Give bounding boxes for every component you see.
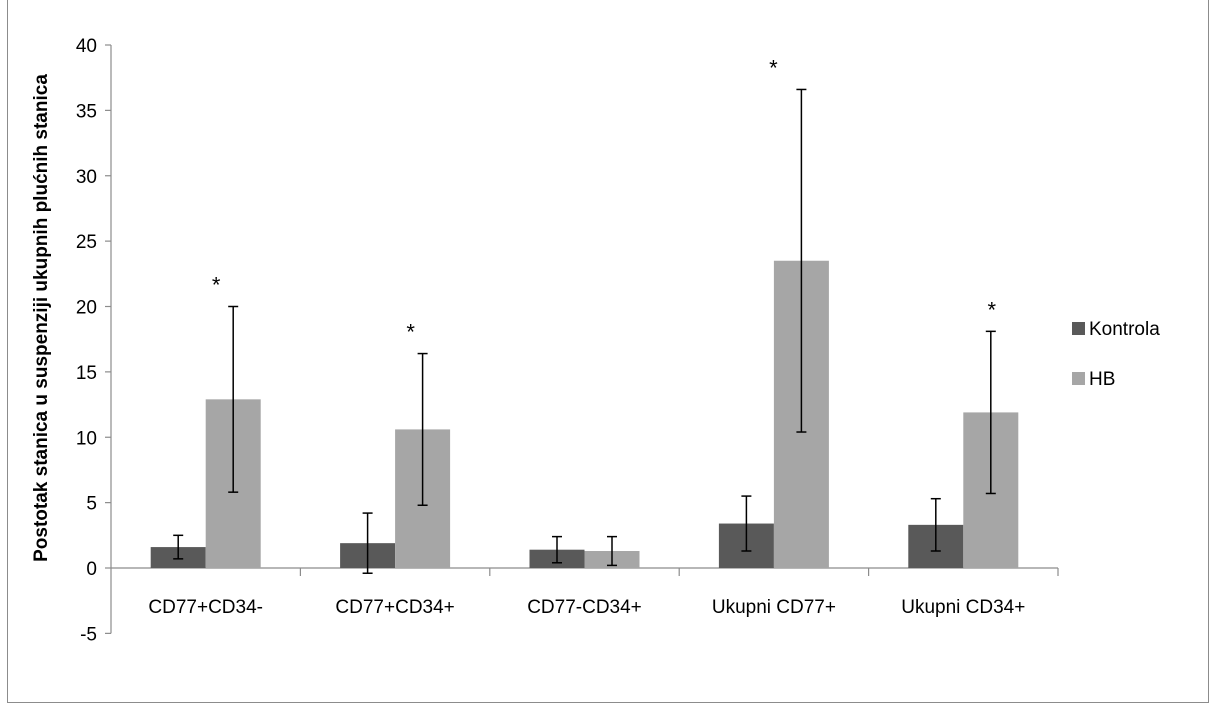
y-tick-label: 40 <box>76 36 97 57</box>
x-tick-label: Ukupni CD34+ <box>901 597 1025 618</box>
significance-star: * <box>406 320 415 345</box>
y-axis-label: Postotak stanica u suspenziji ukupnih pl… <box>31 74 52 562</box>
y-tick-label: 0 <box>86 559 97 580</box>
y-tick-label: 35 <box>76 101 97 122</box>
y-tick-label: 10 <box>76 428 97 449</box>
y-tick-label: 5 <box>86 494 97 515</box>
y-tick-label: 25 <box>76 232 97 253</box>
x-tick-label: Ukupni CD77+ <box>712 597 836 618</box>
chart-frame <box>7 0 1209 703</box>
y-tick-label: 30 <box>76 167 97 188</box>
significance-star: * <box>988 297 997 322</box>
significance-star: * <box>212 273 221 298</box>
x-tick-label: CD77-CD34+ <box>527 597 642 618</box>
significance-star: * <box>769 55 778 80</box>
legend-label-hb: HB <box>1089 369 1115 390</box>
y-tick-label: -5 <box>80 624 97 645</box>
legend-swatch-kontrola <box>1072 322 1085 335</box>
x-tick-label: CD77+CD34+ <box>335 597 454 618</box>
y-tick-label: 20 <box>76 298 97 319</box>
x-tick-label: CD77+CD34- <box>148 597 263 618</box>
legend-swatch-hb <box>1072 372 1085 385</box>
legend-label-kontrola: Kontrola <box>1089 319 1160 340</box>
y-tick-label: 15 <box>76 363 97 384</box>
